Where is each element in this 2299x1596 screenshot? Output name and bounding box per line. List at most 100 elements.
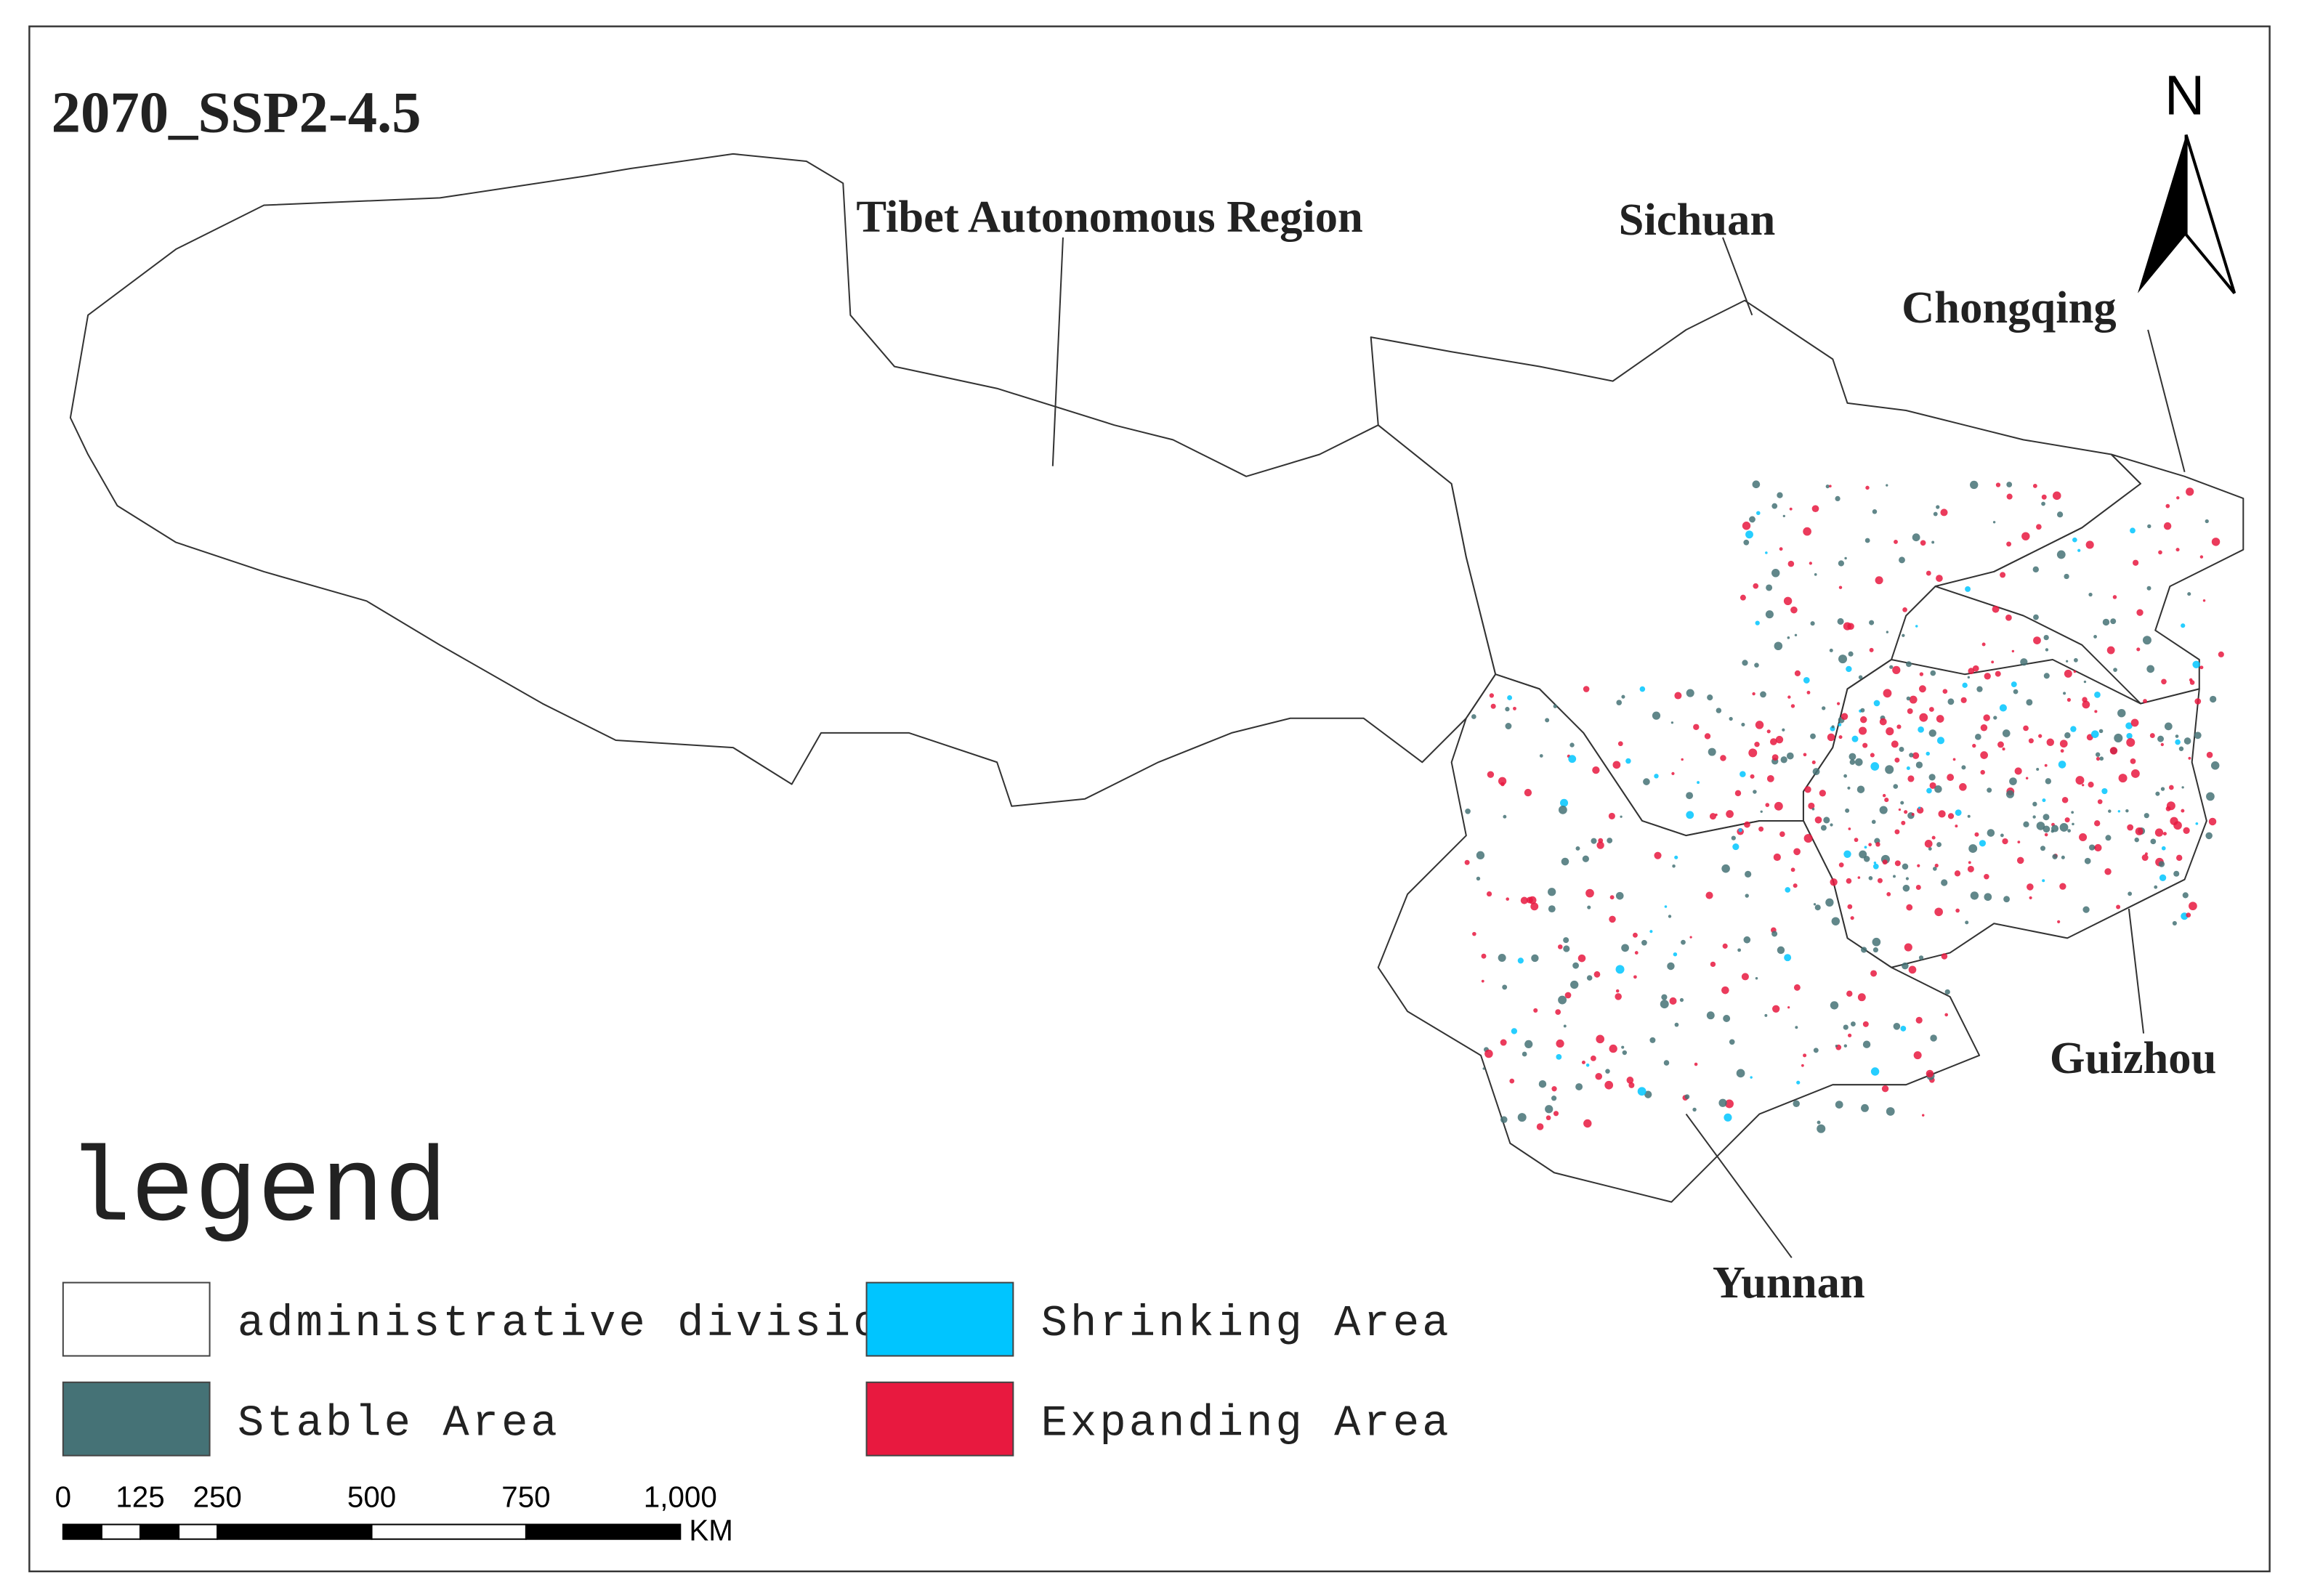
speckle [1902,962,1909,970]
speckle [1643,778,1650,785]
speckle [1553,1111,1559,1117]
speckle [1564,992,1572,999]
speckle [1827,733,1835,742]
speckle [1585,1063,1590,1067]
speckle [2002,748,2005,751]
speckle [1938,810,1946,818]
speckle [1873,862,1877,864]
speckle [1926,1069,1934,1078]
speckle [1786,752,1794,760]
speckle [1959,783,1967,791]
speckle [2149,733,2155,739]
speckle [1649,930,1653,933]
speckle [1980,769,1985,775]
speckle [1766,584,1773,591]
speckle [1972,743,1976,748]
speckle [1628,1082,1635,1088]
speckle [1906,661,1912,668]
speckle [2090,730,2099,738]
speckle [1894,757,1900,763]
speckle [1871,819,1876,825]
speckle [1936,842,1942,848]
speckle [2117,810,2121,813]
speckle [1577,954,1586,963]
speckle [2175,739,2181,745]
speckle [2066,697,2071,702]
legend-title: legend [68,1132,448,1252]
speckle [1621,1045,1625,1049]
speckle [1758,826,1764,832]
speckle [1505,723,1512,729]
speckle [1760,691,1766,698]
speckle [2046,738,2054,746]
speckle [1936,715,1944,723]
speckle [1604,1080,1614,1090]
north-arrow-half [2184,134,2237,294]
speckle [1674,692,1682,700]
speckle [2014,767,2022,775]
speckle [1831,917,1841,925]
speckle [2161,846,2166,851]
speckle [2036,822,2045,830]
scale-segment [217,1523,373,1540]
speckle [1777,946,1785,955]
speckle [2155,791,2160,796]
speckle [2098,729,2104,734]
speckle [2088,592,2093,597]
speckle [1886,484,1888,487]
speckle [2003,896,2010,903]
speckle [1583,1119,1592,1128]
speckle [1551,1095,1557,1101]
speckle [1749,516,1755,523]
speckle [1886,1107,1895,1116]
speckle [1654,851,1662,859]
speckle [2064,817,2070,823]
speckle [1941,953,1948,960]
speckle [2000,833,2004,838]
speckle [1817,1124,1826,1133]
speckle [1835,1045,1838,1048]
speckle [2135,827,2144,835]
speckle [1931,835,1936,840]
speckle [1936,505,1940,509]
speckle [1955,825,1958,828]
leader-lines [1051,237,2186,1258]
speckle [1869,620,1875,625]
speckle [1984,673,1991,680]
speckle [1486,891,1492,897]
speckle [1918,726,1924,733]
speckle [2142,636,2151,645]
speckle [2056,550,2066,559]
speckle [1471,714,1476,719]
scale-tick-label: 1,000 [644,1480,717,1513]
speckle [1814,573,1817,576]
speckle [1556,1054,1562,1060]
speckle [1482,1067,1485,1070]
speckle [2023,821,2029,827]
speckle [2029,896,2032,900]
speckle [1913,1051,1922,1060]
speckle [2105,835,2112,841]
speckle [1615,965,1625,974]
speckle [1881,1085,1889,1093]
speckle [1894,860,1901,867]
speckle [2205,519,2209,524]
speckle [2006,493,2013,500]
speckle [2026,699,2033,706]
speckle [2128,891,2133,896]
speckle [1968,861,1971,864]
scale-segment [178,1523,219,1540]
speckle [1984,893,1992,902]
speckle [1944,989,1950,995]
scale-segment [371,1523,527,1540]
speckle [1997,741,2004,748]
speckle [1598,838,1604,843]
speckle [1894,539,1898,544]
scale-tick-label: 750 [501,1480,550,1513]
speckle [1810,733,1816,740]
speckle [2183,827,2190,834]
speckle [2094,710,2098,713]
scale-tick-label: 0 [55,1480,71,1513]
speckle [2144,813,2149,819]
speckle [1968,844,1978,854]
